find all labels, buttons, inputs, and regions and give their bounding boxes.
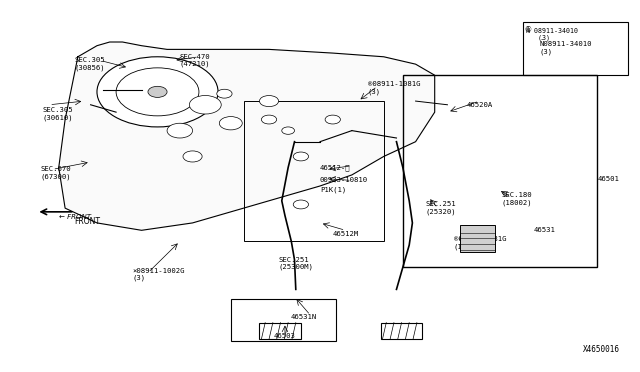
Text: SEC.670
(67300): SEC.670 (67300): [41, 166, 72, 180]
Bar: [259, 323, 301, 339]
Text: X4650016: X4650016: [582, 345, 620, 354]
Text: Ñ 08911-34010
   (3): Ñ 08911-34010 (3): [526, 27, 578, 41]
Circle shape: [293, 200, 308, 209]
Text: ®08911-1081G
(1): ®08911-1081G (1): [454, 237, 506, 250]
Circle shape: [282, 127, 294, 134]
Bar: [403, 75, 597, 267]
Text: ®08911-1081G
(3): ®08911-1081G (3): [368, 81, 420, 95]
Circle shape: [261, 115, 276, 124]
Text: ×08911-1002G
(3): ×08911-1002G (3): [132, 268, 184, 281]
Text: ← FRONT: ← FRONT: [59, 214, 91, 220]
Circle shape: [325, 115, 340, 124]
Text: FRONT: FRONT: [75, 217, 100, 227]
Text: Ñ08911-34010
(3): Ñ08911-34010 (3): [540, 41, 593, 55]
Circle shape: [293, 152, 308, 161]
Circle shape: [189, 96, 221, 114]
Text: SEC.305
(30856): SEC.305 (30856): [75, 57, 106, 71]
Text: ①: ①: [525, 25, 531, 34]
Text: 46512M: 46512M: [333, 231, 359, 237]
Text: SEC.251
(25300M): SEC.251 (25300M): [278, 257, 314, 270]
Text: 00923-10810: 00923-10810: [320, 177, 368, 183]
Circle shape: [220, 116, 243, 130]
Text: 46501: 46501: [597, 176, 619, 182]
Text: SEC.305
(30610): SEC.305 (30610): [43, 107, 74, 121]
Bar: [523, 22, 628, 75]
Text: 46531: 46531: [534, 227, 556, 233]
Circle shape: [183, 151, 202, 162]
Circle shape: [217, 89, 232, 98]
Text: 46512-①: 46512-①: [320, 164, 351, 171]
Text: 46531N: 46531N: [291, 314, 317, 320]
Text: SEC.180
(18002): SEC.180 (18002): [502, 192, 532, 206]
Polygon shape: [59, 42, 435, 230]
Circle shape: [97, 57, 218, 127]
Text: P1K(1): P1K(1): [320, 186, 346, 193]
Circle shape: [116, 68, 199, 116]
Text: SEC.251
(25320): SEC.251 (25320): [425, 201, 456, 215]
Circle shape: [148, 86, 167, 97]
Text: 46520A: 46520A: [467, 102, 493, 108]
Bar: [231, 299, 336, 341]
Circle shape: [167, 123, 193, 138]
Bar: [460, 225, 495, 253]
Bar: [381, 323, 422, 339]
Circle shape: [259, 96, 278, 107]
Text: 46503: 46503: [274, 333, 296, 339]
Bar: [244, 101, 384, 241]
Text: SEC.470
(47210): SEC.470 (47210): [180, 54, 211, 67]
